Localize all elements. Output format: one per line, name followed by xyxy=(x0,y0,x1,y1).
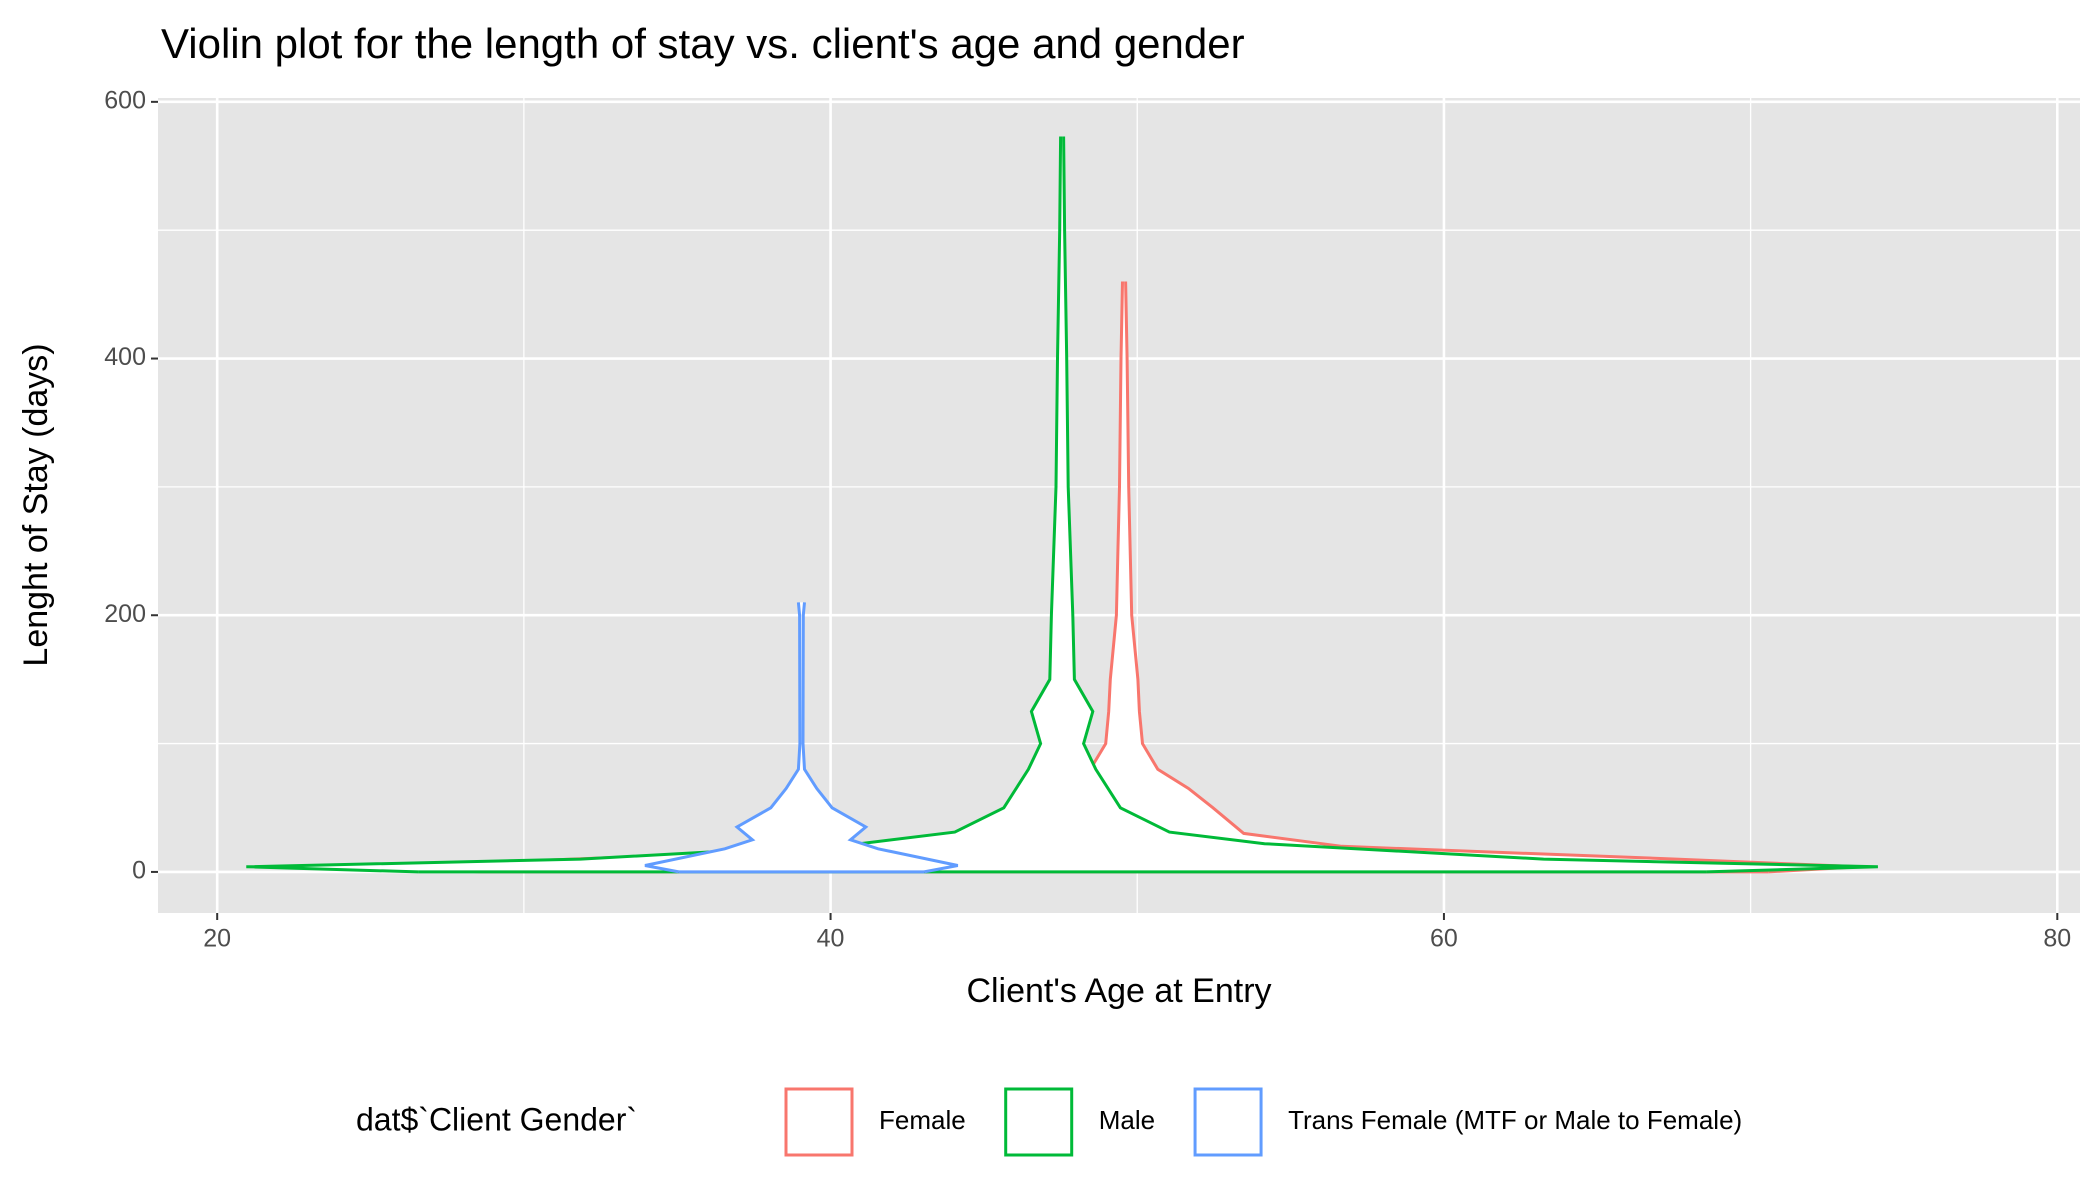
x-tick-label: 40 xyxy=(817,925,845,953)
x-tick-label: 80 xyxy=(2043,925,2071,953)
chart-title: Violin plot for the length of stay vs. c… xyxy=(161,20,1245,67)
legend-label: Male xyxy=(1099,1105,1155,1135)
violin-outline-right xyxy=(1124,281,1861,874)
y-tick-label: 600 xyxy=(104,86,146,114)
legend-label: Female xyxy=(879,1105,966,1135)
y-axis-title: Lenght of Stay (days) xyxy=(17,343,55,666)
legend-label: Trans Female (MTF or Male to Female) xyxy=(1288,1105,1742,1135)
legend-key xyxy=(1004,1087,1074,1157)
x-tick-label: 20 xyxy=(203,925,231,953)
violin-body xyxy=(645,602,958,872)
violin-body xyxy=(246,136,1878,872)
y-tick-label: 200 xyxy=(104,600,146,628)
y-tick-label: 0 xyxy=(132,857,146,885)
x-axis-title: Client's Age at Entry xyxy=(966,972,1271,1010)
violin-outline-right xyxy=(801,602,959,874)
legend-key xyxy=(1193,1087,1263,1157)
legend-key xyxy=(784,1087,854,1157)
x-tick-label: 60 xyxy=(1430,925,1458,953)
violin-body xyxy=(388,281,1861,872)
legend-title: dat$`Client Gender` xyxy=(356,1101,637,1137)
violin-outline-left xyxy=(246,136,1063,874)
violin-outline-right xyxy=(1062,136,1878,874)
y-tick-label: 400 xyxy=(104,343,146,371)
violin-outline-left xyxy=(644,602,802,874)
